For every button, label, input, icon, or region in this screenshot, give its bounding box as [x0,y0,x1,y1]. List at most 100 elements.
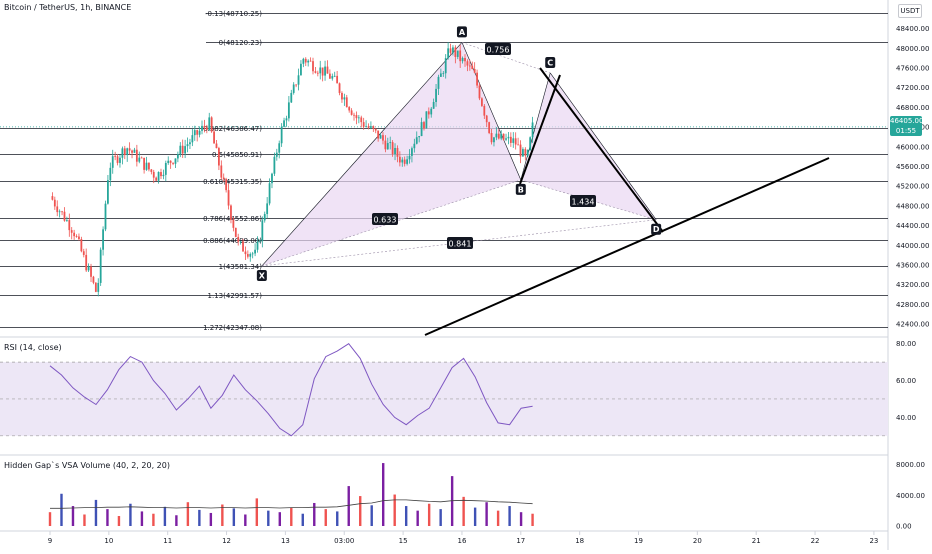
candle-body [430,108,433,115]
time-tick-label: 19 [634,537,643,545]
price-axis-tick: 45600.00 [896,163,929,171]
price-axis-tick: 46800.00 [896,104,929,112]
point-label-bg [515,183,526,195]
candle-body [246,254,249,257]
price-axis-tick: 47200.00 [896,84,929,92]
candle-body [423,122,425,129]
fib-level-label: -0.13(48710.25) [205,10,262,18]
candle-body [68,220,71,231]
candle-body [403,159,406,164]
volume-bar [255,498,259,526]
candle-body [184,146,187,154]
candle-body [63,211,66,221]
point-label: X [259,271,266,280]
candle-body [333,75,336,77]
candle-body [189,142,191,145]
rsi-title: RSI (14, close) [4,343,62,352]
point-label: A [459,28,466,37]
current-price-tag: 46405.00 01:55 [890,116,923,136]
candle-body [531,122,534,138]
candle-body [485,115,488,123]
fib-level-label: 0.618(45315.35) [203,178,262,186]
candle-body [391,142,394,155]
candle-body [176,154,179,159]
price-axis-tick: 48400.00 [896,25,929,33]
candle-body [517,144,519,146]
candle-body [114,156,117,158]
currency-badge[interactable]: USDT [898,4,922,18]
price-axis-tick: 48000.00 [896,45,929,53]
candle-body [425,111,428,129]
candle-body [135,149,138,162]
volume-bar [60,493,63,526]
volume-bar [313,502,316,526]
candle-body [328,73,331,79]
candle-body [104,203,107,230]
ratio-label-bg [485,43,511,55]
candle-body [522,149,524,157]
candle-body [507,136,510,139]
candle-body [341,92,343,100]
candle-body [372,126,375,129]
candle-body [302,58,305,64]
point-label: B [518,185,524,194]
candle-body [179,145,182,155]
time-tick-label: 9 [48,537,52,545]
candle-body [92,276,95,283]
candle-body [87,266,90,271]
candle-body [353,114,355,116]
candle-body [307,60,310,63]
volume-bar [244,514,247,526]
ratio-label-bg [570,195,596,207]
candle-body [398,156,401,163]
rsi-axis-tick: 40.00 [896,414,916,422]
candle-body [222,177,225,180]
candle-body [493,137,495,143]
candle-body [338,83,341,93]
volume-bar [209,512,213,526]
candle-body [217,148,220,166]
volume-bar [336,511,339,526]
candle-body [502,133,505,140]
candle-body [505,138,507,140]
time-tick-label: 21 [752,537,761,545]
volume-axis-tick: 0.00 [896,523,912,531]
candle-body [259,240,261,242]
candle-body [382,135,384,141]
candle-body [201,125,203,131]
candle-body [70,230,73,233]
candle-body [73,232,76,237]
volume-bar [140,511,144,526]
candle-body [444,58,447,74]
volume-bar [94,499,98,526]
candle-body [220,165,223,178]
candle-body [473,69,476,73]
rsi-line [49,343,533,437]
harmonic-ratio-line [461,42,551,74]
candle-body [350,110,353,115]
candle-body [326,66,329,74]
candle-body [481,98,483,106]
candle-body [203,125,206,128]
candle-body [360,117,363,123]
price-axes: 48400.00 48000.00 47600.00 47200.00 46800.00… [896,25,929,329]
candle-body [420,122,423,137]
price-axis-tick: 42400.00 [896,321,929,329]
point-label: C [547,58,553,67]
candle-body [432,101,435,109]
candle-body [379,135,382,139]
harmonic-bcd-fill [520,72,657,220]
volume-average-line [50,499,533,509]
candle-body [343,97,346,100]
candle-body [99,249,102,283]
candle-body [61,211,63,213]
candle-body [319,67,322,74]
candle-body [495,133,498,138]
volume-bar [427,503,431,526]
candle-body [148,162,150,170]
fib-level-label: 0.886(44099.00) [203,237,262,245]
candle-body [500,133,503,139]
candle-body [256,241,259,250]
